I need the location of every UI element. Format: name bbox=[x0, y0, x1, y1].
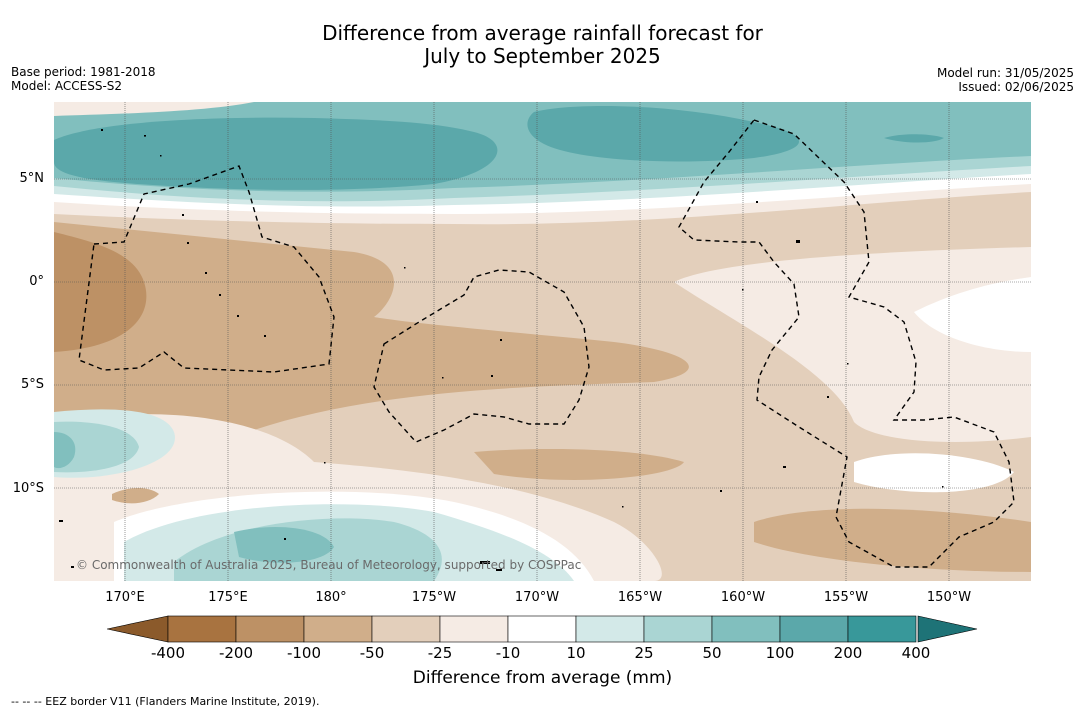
issued-date: Issued: 02/06/2025 bbox=[958, 80, 1074, 94]
lon-label-175w: 175°W bbox=[411, 590, 457, 605]
colorbar-label: Difference from average (mm) bbox=[412, 668, 673, 688]
colorbar bbox=[107, 615, 978, 643]
top-strip bbox=[54, 102, 254, 116]
eez-tokelau bbox=[373, 269, 590, 443]
colorbar-cell bbox=[167, 615, 237, 643]
meta-right: Model run: 31/05/2025 Issued: 02/06/2025 bbox=[937, 66, 1074, 94]
lon-label-170w: 170°W bbox=[514, 590, 560, 605]
colorbar-cell bbox=[847, 615, 917, 643]
colorbar-tick-label: 50 bbox=[702, 644, 722, 662]
map-field bbox=[54, 102, 1031, 581]
lon-label-150w: 150°W bbox=[926, 590, 972, 605]
title-line-2: July to September 2025 bbox=[424, 44, 661, 68]
wet-patch-east bbox=[884, 134, 944, 143]
eez-tuvalu bbox=[78, 165, 335, 373]
wet-band-north-6 bbox=[54, 117, 498, 190]
lat-label-10s: 10°S bbox=[12, 481, 44, 496]
colorbar-tick-label: -10 bbox=[495, 644, 521, 662]
eez-footnote: -- -- -- EEZ border V11 (Flanders Marine… bbox=[11, 695, 320, 708]
colorbar-cell bbox=[303, 615, 373, 643]
colorbar-cell bbox=[779, 615, 849, 643]
lon-label-175e: 175°E bbox=[208, 590, 248, 605]
colorbar-cell bbox=[507, 615, 577, 643]
lon-label-180: 180° bbox=[315, 590, 347, 605]
neutral-east-2 bbox=[914, 277, 1031, 352]
colorbar-cell bbox=[235, 615, 305, 643]
dry-west-50 bbox=[54, 222, 689, 441]
wet-southwest-3 bbox=[54, 432, 76, 469]
colorbar-tick-label: 200 bbox=[833, 644, 863, 662]
colorbar-extend-low bbox=[107, 615, 169, 643]
lon-label-165w: 165°W bbox=[617, 590, 663, 605]
lat-label-0: 0° bbox=[29, 274, 44, 289]
graticule bbox=[54, 102, 1031, 581]
dry-central-south bbox=[474, 449, 684, 481]
credit-text: © Commonwealth of Australia 2025, Bureau… bbox=[76, 558, 582, 572]
colorbar-tick-label: 100 bbox=[765, 644, 795, 662]
colorbar-tick-label: 400 bbox=[901, 644, 931, 662]
colorbar-cell bbox=[711, 615, 781, 643]
colorbar-tick-label: 10 bbox=[566, 644, 586, 662]
colorbar-tick-label: -50 bbox=[359, 644, 385, 662]
neutral-east-3 bbox=[854, 453, 1014, 493]
wet-band-north-7 bbox=[527, 106, 799, 162]
colorbar-cells bbox=[167, 615, 917, 643]
colorbar-cell bbox=[439, 615, 509, 643]
eez-borders bbox=[78, 119, 1015, 568]
neutral-east-1 bbox=[674, 247, 1031, 442]
rainfall-map bbox=[54, 102, 1031, 581]
title-line-1: Difference from average rainfall forecas… bbox=[322, 21, 763, 45]
lon-label-155w: 155°W bbox=[823, 590, 869, 605]
model-run: Model run: 31/05/2025 bbox=[936, 66, 1074, 80]
model-name: Model: ACCESS-S2 bbox=[11, 79, 123, 93]
dry-west-100 bbox=[54, 232, 147, 352]
colorbar-tick-label: -100 bbox=[286, 644, 322, 662]
colorbar-cell bbox=[575, 615, 645, 643]
colorbar-tick-label: 25 bbox=[634, 644, 654, 662]
base-period: Base period: 1981-2018 bbox=[11, 65, 156, 79]
lat-label-5s: 5°S bbox=[20, 377, 44, 392]
wet-southwest-2 bbox=[54, 421, 139, 473]
colorbar-cell bbox=[643, 615, 713, 643]
meta-left: Base period: 1981-2018 Model: ACCESS-S2 bbox=[11, 65, 156, 93]
colorbar-cell bbox=[371, 615, 441, 643]
colorbar-tick-label: -200 bbox=[218, 644, 254, 662]
dry-east-south bbox=[754, 508, 1031, 572]
eez-kiribati-line bbox=[678, 119, 1015, 568]
dry-south-patch bbox=[112, 488, 159, 504]
islands bbox=[59, 129, 944, 571]
lat-label-5n: 5°N bbox=[19, 171, 45, 186]
colorbar-tick-label: -25 bbox=[427, 644, 453, 662]
map-title: Difference from average rainfall forecas… bbox=[0, 22, 1085, 68]
lon-label-160w: 160°W bbox=[720, 590, 766, 605]
colorbar-tick-label: -400 bbox=[150, 644, 186, 662]
wet-south-5 bbox=[234, 527, 334, 563]
lon-label-170e: 170°E bbox=[105, 590, 145, 605]
colorbar-extend-high bbox=[917, 615, 978, 643]
